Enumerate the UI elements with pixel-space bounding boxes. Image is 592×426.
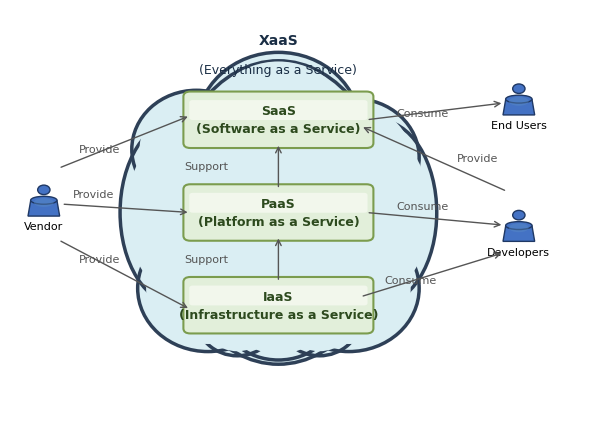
Text: Vendor: Vendor bbox=[24, 222, 63, 232]
FancyBboxPatch shape bbox=[184, 277, 374, 334]
Ellipse shape bbox=[197, 280, 278, 356]
Ellipse shape bbox=[181, 80, 377, 346]
Polygon shape bbox=[503, 101, 535, 116]
Ellipse shape bbox=[509, 224, 529, 233]
Ellipse shape bbox=[513, 211, 525, 220]
Ellipse shape bbox=[120, 121, 237, 305]
Text: (Everything as a Service): (Everything as a Service) bbox=[200, 63, 358, 77]
Polygon shape bbox=[503, 227, 535, 242]
Text: End Users: End Users bbox=[491, 121, 547, 131]
Ellipse shape bbox=[220, 259, 337, 360]
Text: Developers: Developers bbox=[487, 247, 551, 257]
Ellipse shape bbox=[287, 233, 411, 344]
Text: PaaS
(Platform as a Service): PaaS (Platform as a Service) bbox=[198, 198, 359, 228]
Ellipse shape bbox=[167, 62, 390, 364]
Ellipse shape bbox=[506, 96, 532, 104]
Ellipse shape bbox=[327, 132, 430, 294]
Text: Support: Support bbox=[185, 254, 229, 264]
Ellipse shape bbox=[140, 98, 253, 202]
FancyBboxPatch shape bbox=[189, 101, 368, 121]
Ellipse shape bbox=[278, 280, 361, 356]
Ellipse shape bbox=[509, 98, 529, 106]
Text: SaaS
(Software as a Service): SaaS (Software as a Service) bbox=[196, 105, 361, 136]
Ellipse shape bbox=[31, 197, 57, 205]
Text: Provide: Provide bbox=[79, 254, 120, 264]
Text: Provide: Provide bbox=[79, 145, 120, 155]
Ellipse shape bbox=[284, 285, 356, 351]
Ellipse shape bbox=[38, 186, 50, 195]
Ellipse shape bbox=[34, 199, 54, 207]
Text: Consume: Consume bbox=[396, 109, 448, 119]
Text: Provide: Provide bbox=[73, 189, 114, 199]
FancyBboxPatch shape bbox=[189, 193, 368, 213]
Ellipse shape bbox=[206, 62, 350, 196]
Ellipse shape bbox=[278, 226, 419, 352]
FancyBboxPatch shape bbox=[184, 185, 374, 241]
Ellipse shape bbox=[506, 222, 532, 230]
Ellipse shape bbox=[513, 85, 525, 94]
Ellipse shape bbox=[127, 132, 230, 294]
Text: Consume: Consume bbox=[384, 275, 436, 285]
Text: XaaS: XaaS bbox=[259, 34, 298, 48]
Text: Provide: Provide bbox=[457, 153, 498, 163]
Text: IaaS
(Infrastructure as a Service): IaaS (Infrastructure as a Service) bbox=[179, 290, 378, 321]
Ellipse shape bbox=[146, 233, 270, 344]
Ellipse shape bbox=[138, 226, 278, 352]
Text: Consume: Consume bbox=[396, 201, 448, 212]
Text: Support: Support bbox=[185, 162, 229, 172]
Ellipse shape bbox=[132, 91, 261, 209]
FancyBboxPatch shape bbox=[189, 286, 368, 306]
Ellipse shape bbox=[201, 285, 274, 351]
Ellipse shape bbox=[290, 100, 419, 217]
Ellipse shape bbox=[197, 53, 361, 204]
Polygon shape bbox=[28, 201, 60, 216]
Ellipse shape bbox=[320, 121, 437, 305]
Ellipse shape bbox=[227, 265, 330, 354]
FancyBboxPatch shape bbox=[184, 92, 374, 149]
Ellipse shape bbox=[298, 106, 411, 210]
